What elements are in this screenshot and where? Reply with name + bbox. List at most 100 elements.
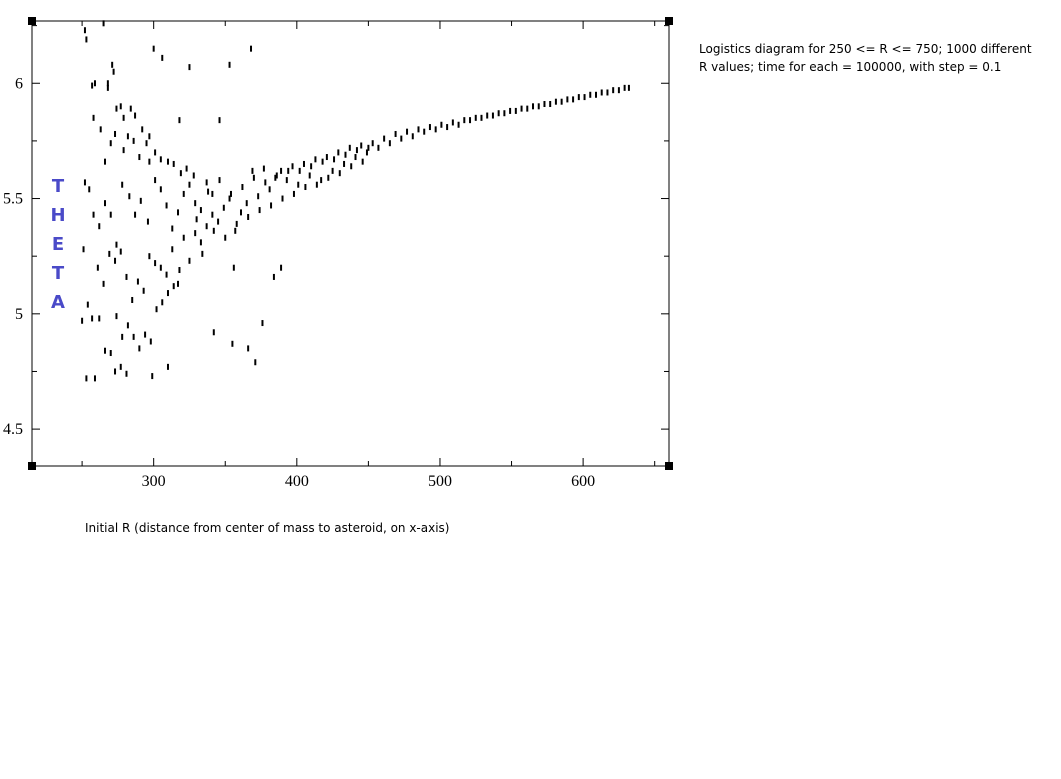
data-point <box>320 177 323 184</box>
data-point <box>503 110 506 117</box>
data-point <box>577 94 580 101</box>
data-point <box>218 177 221 184</box>
data-point <box>99 126 102 133</box>
data-point <box>161 299 164 306</box>
data-point <box>252 174 255 181</box>
data-point <box>292 190 295 197</box>
data-point <box>377 144 380 151</box>
data-point <box>355 147 358 154</box>
data-point <box>88 186 91 193</box>
data-point <box>179 170 182 177</box>
resize-handle[interactable] <box>28 17 36 25</box>
data-point <box>112 68 115 75</box>
data-point <box>232 264 235 271</box>
data-point <box>192 172 195 179</box>
data-point <box>549 101 552 108</box>
y-tick-label: 5 <box>15 306 23 323</box>
data-point <box>146 218 149 225</box>
data-point <box>315 181 318 188</box>
data-point <box>247 213 250 220</box>
data-point <box>98 223 101 230</box>
data-point <box>388 140 391 147</box>
data-point <box>497 110 500 117</box>
data-point <box>185 165 188 172</box>
data-point <box>131 296 134 303</box>
data-point <box>109 140 112 147</box>
data-point <box>486 112 489 119</box>
data-point <box>239 209 242 216</box>
data-point <box>132 333 135 340</box>
data-point <box>141 126 144 133</box>
data-point <box>365 149 368 156</box>
data-point <box>406 128 409 135</box>
data-point <box>161 54 164 61</box>
data-point <box>154 149 157 156</box>
data-point <box>92 114 95 121</box>
data-point <box>247 345 250 352</box>
data-point <box>159 156 162 163</box>
data-point <box>354 154 357 161</box>
data-point <box>583 94 586 101</box>
y-tick-label: 5.5 <box>3 191 23 208</box>
data-point <box>235 220 238 227</box>
data-point <box>172 283 175 290</box>
resize-handle[interactable] <box>28 462 36 470</box>
data-point <box>188 257 191 264</box>
data-point <box>261 320 264 327</box>
data-point <box>537 103 540 110</box>
data-point <box>280 167 283 174</box>
data-point <box>166 363 169 370</box>
data-point <box>139 197 142 204</box>
data-point <box>623 84 626 91</box>
data-point <box>177 209 180 216</box>
data-point <box>211 190 214 197</box>
data-point <box>119 248 122 255</box>
data-point <box>104 347 107 354</box>
data-point <box>304 184 307 191</box>
data-point <box>222 204 225 211</box>
data-point <box>337 149 340 156</box>
data-point <box>333 156 336 163</box>
data-point <box>148 158 151 165</box>
data-point <box>104 158 107 165</box>
data-point <box>514 107 517 114</box>
data-point <box>166 158 169 165</box>
data-point <box>360 142 363 149</box>
data-point <box>314 156 317 163</box>
resize-handle[interactable] <box>665 17 673 25</box>
data-point <box>600 89 603 96</box>
data-point <box>217 218 220 225</box>
data-point <box>302 160 305 167</box>
data-point <box>122 114 125 121</box>
x-tick-label: 600 <box>571 473 595 490</box>
selection-handles[interactable] <box>28 17 673 470</box>
data-point <box>108 250 111 257</box>
data-point <box>134 112 137 119</box>
data-point <box>212 329 215 336</box>
data-point <box>344 151 347 158</box>
resize-handle[interactable] <box>665 462 673 470</box>
data-point <box>104 200 107 207</box>
data-point <box>96 264 99 271</box>
x-axis-label: Initial R (distance from center of mass … <box>85 521 450 535</box>
data-point <box>172 160 175 167</box>
axis-ticks <box>32 21 669 466</box>
data-point <box>272 273 275 280</box>
data-point <box>205 223 208 230</box>
data-point <box>129 105 132 112</box>
data-point <box>274 174 277 181</box>
data-point <box>85 36 88 43</box>
data-point <box>142 287 145 294</box>
y-axis-label-letter: E <box>51 234 65 255</box>
data-point <box>264 179 267 186</box>
data-point <box>321 158 324 165</box>
data-point <box>509 107 512 114</box>
data-point <box>182 234 185 241</box>
x-tick-label: 300 <box>142 473 166 490</box>
data-point <box>350 163 353 170</box>
data-point <box>383 135 386 142</box>
data-point <box>560 98 563 105</box>
data-point <box>82 246 85 253</box>
data-point <box>126 133 129 140</box>
